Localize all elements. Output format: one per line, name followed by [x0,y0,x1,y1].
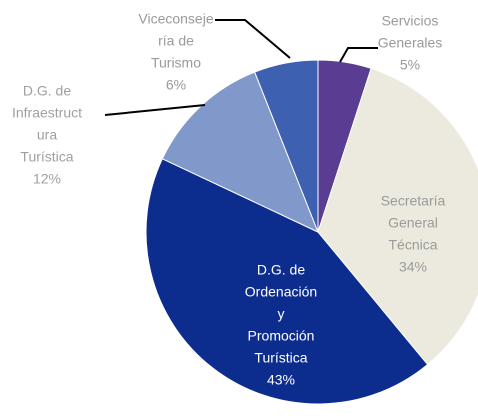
slice-label: D.G. de [257,262,305,278]
slice-label: Turismo [151,55,201,71]
leader-line [104,104,206,116]
slice-label: Infraestruct [12,105,82,121]
slice-label: ura [37,127,57,143]
pie-slice [254,59,319,233]
slice-value-label: 34% [399,259,427,275]
slice-label: Secretaría [381,193,446,209]
slice-label: Viceconseje [138,11,213,27]
slice-label: Turística [254,350,307,366]
slice-value-label: 6% [166,77,186,93]
pie-slice [145,158,429,405]
slice-label: General [388,215,438,231]
slice-value-label: 12% [33,171,61,187]
slice-label: Generales [378,35,443,51]
slice-label: Turística [20,149,73,165]
slice-label: Promoción [248,328,315,344]
slice-value-label: 43% [267,372,295,388]
leader-line [215,19,291,59]
slice-label: y [278,306,285,322]
slice-label: ría de [158,33,194,49]
slice-label: D.G. de [23,83,71,99]
slice-label: Técnica [388,237,437,253]
slice-label: Ordenación [245,284,317,300]
pie-slice [317,67,478,366]
leader-line [339,47,378,63]
pie-slice [161,71,319,233]
slice-value-label: 5% [400,57,420,73]
slice-label: Servicios [382,13,439,29]
